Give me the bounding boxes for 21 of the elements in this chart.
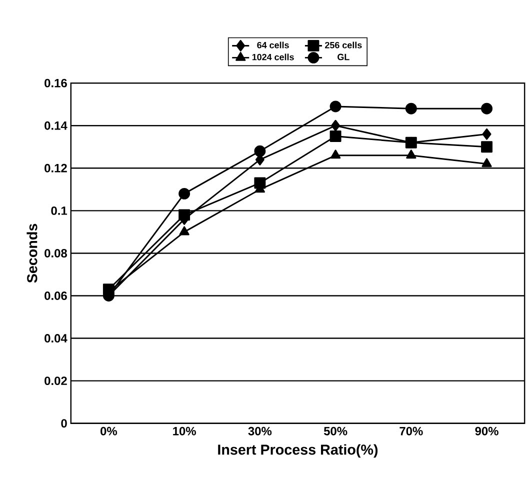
x-tick-label: 30% (248, 426, 272, 436)
y-tick-label: 0.04 (44, 334, 68, 342)
y-tick-label: 0 (61, 419, 67, 428)
legend-label: GL (338, 54, 350, 60)
y-tick-label: 0.12 (44, 164, 67, 172)
y-tick-label: 0.14 (44, 121, 68, 130)
y-tick-label: 0.16 (44, 78, 67, 88)
y-tick-label: 0.02 (44, 376, 67, 386)
y-tick-label: 0.1 (51, 206, 68, 215)
y-tick-label: 0.06 (44, 291, 67, 300)
legend-label: 1024 cells (252, 54, 294, 60)
x-tick-label: 70% (400, 426, 423, 436)
x-tick-label: 10% (173, 426, 196, 436)
x-tick-label: 0% (100, 426, 118, 436)
x-tick-label: 50% (324, 426, 348, 436)
y-tick-label: 0.08 (44, 248, 67, 258)
legend-label: 64 cells (257, 42, 289, 48)
x-axis-title: Insert Process Ratio(%) (218, 444, 378, 458)
y-axis-title: Seconds (26, 224, 38, 283)
legend-label: 256 cells (325, 42, 362, 48)
x-tick-label: 90% (475, 426, 498, 436)
